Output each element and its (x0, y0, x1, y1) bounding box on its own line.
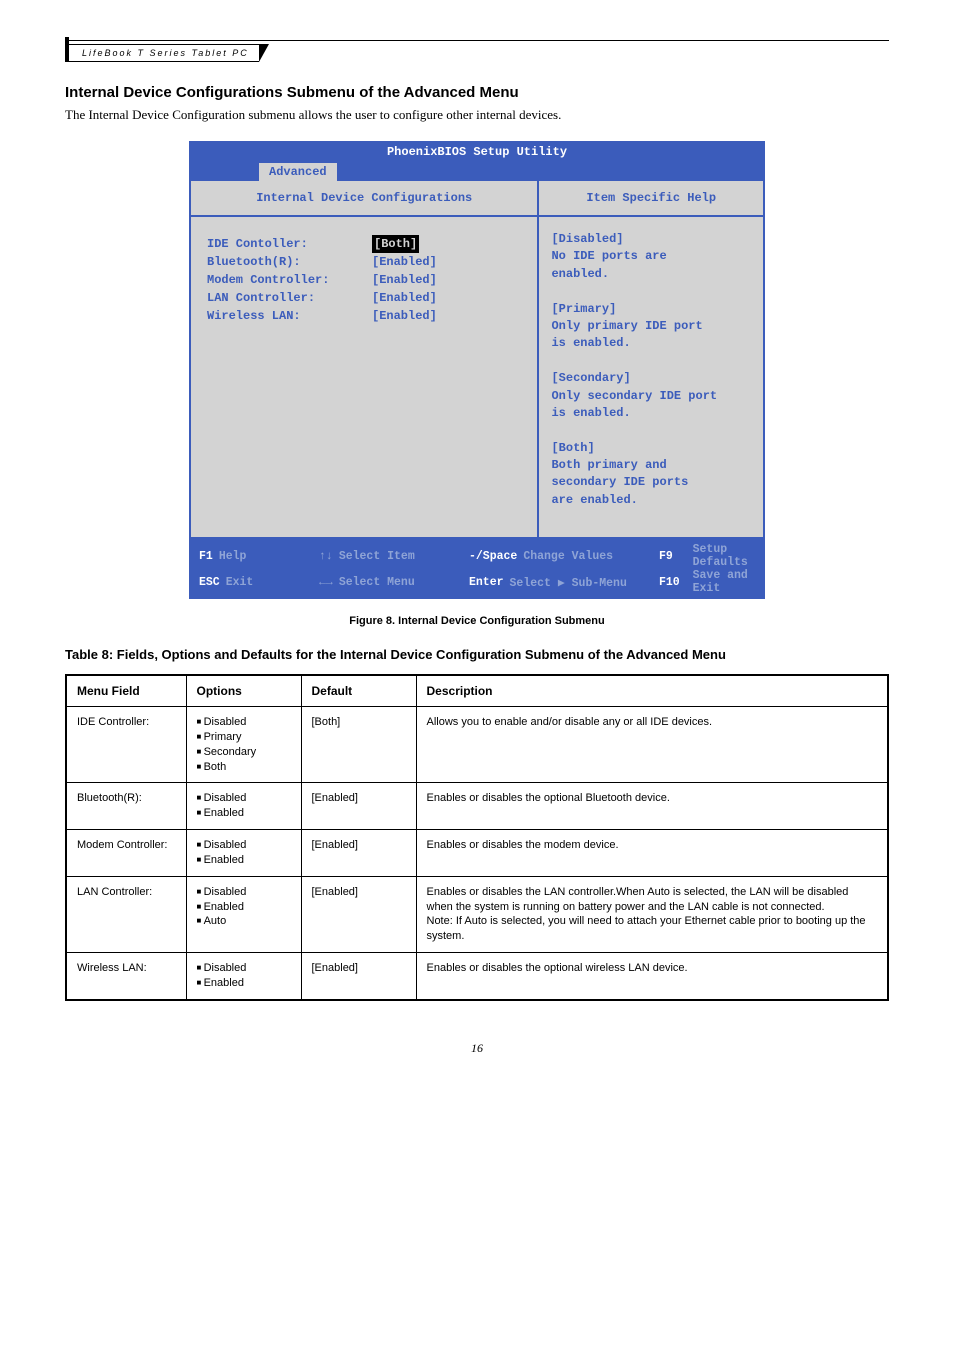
page-number: 16 (65, 1041, 889, 1056)
fields-table: Menu Field Options Default Description I… (65, 674, 889, 1001)
table-row: Wireless LAN:DisabledEnabled[Enabled]Ena… (66, 953, 888, 1000)
cell-description: Allows you to enable and/or disable any … (416, 707, 888, 783)
bios-config-label: LAN Controller: (207, 289, 372, 307)
th-default: Default (301, 675, 416, 707)
figure-caption: Figure 8. Internal Device Configuration … (65, 615, 889, 627)
bios-config-value[interactable]: [Enabled] (372, 307, 437, 325)
cell-default: [Enabled] (301, 876, 416, 952)
foot-text: Help (219, 550, 247, 563)
bios-help-text: [Disabled] No IDE ports are enabled. [Pr… (539, 217, 763, 537)
bios-title: PhoenixBIOS Setup Utility (189, 141, 765, 163)
bios-left-head: Internal Device Configurations (191, 181, 537, 217)
foot-key: Enter (469, 576, 504, 589)
table-row: IDE Controller:DisabledPrimarySecondaryB… (66, 707, 888, 783)
table-row: Bluetooth(R):DisabledEnabled[Enabled]Ena… (66, 783, 888, 830)
bios-right-head: Item Specific Help (539, 181, 763, 217)
bios-config-row[interactable]: Bluetooth(R):[Enabled] (207, 253, 521, 271)
cell-options: DisabledEnabled (186, 830, 301, 877)
bios-config-label: Wireless LAN: (207, 307, 372, 325)
foot-key: F10 (659, 576, 680, 589)
cell-options: DisabledEnabled (186, 783, 301, 830)
section-intro: The Internal Device Configuration submen… (65, 107, 889, 123)
foot-text: Select Item (339, 550, 415, 563)
cell-options: DisabledEnabled (186, 953, 301, 1000)
table-row: Modem Controller:DisabledEnabled[Enabled… (66, 830, 888, 877)
section-title: Internal Device Configurations Submenu o… (65, 84, 889, 101)
foot-text: Save and Exit (693, 569, 755, 595)
bios-config-row[interactable]: IDE Contoller:[Both] (207, 235, 521, 253)
bios-window: PhoenixBIOS Setup Utility Advanced Inter… (189, 141, 765, 599)
th-menu-field: Menu Field (66, 675, 186, 707)
cell-options: DisabledPrimarySecondaryBoth (186, 707, 301, 783)
th-description: Description (416, 675, 888, 707)
foot-text: Setup Defaults (693, 543, 755, 569)
cell-description: Enables or disables the optional Bluetoo… (416, 783, 888, 830)
bios-config-value[interactable]: [Enabled] (372, 253, 437, 271)
bios-config-value[interactable]: [Enabled] (372, 289, 437, 307)
cell-options: DisabledEnabledAuto (186, 876, 301, 952)
cell-description: Enables or disables the optional wireles… (416, 953, 888, 1000)
product-header: LifeBook T Series Tablet PC (65, 44, 259, 62)
cell-description: Enables or disables the LAN controller.W… (416, 876, 888, 952)
bios-left-panel: Internal Device Configurations IDE Conto… (191, 181, 539, 537)
cell-description: Enables or disables the modem device. (416, 830, 888, 877)
cell-default: [Enabled] (301, 953, 416, 1000)
bios-config-label: Bluetooth(R): (207, 253, 372, 271)
foot-key: ↑↓ (319, 550, 333, 563)
table-row: LAN Controller:DisabledEnabledAuto[Enabl… (66, 876, 888, 952)
cell-default: [Enabled] (301, 830, 416, 877)
foot-key: ←→ (319, 576, 333, 589)
bios-config-row[interactable]: Modem Controller:[Enabled] (207, 271, 521, 289)
table-caption: Table 8: Fields, Options and Defaults fo… (65, 647, 889, 662)
foot-text: Exit (226, 576, 254, 589)
bios-config-label: Modem Controller: (207, 271, 372, 289)
bios-config-label: IDE Contoller: (207, 235, 372, 253)
foot-key: F9 (659, 550, 673, 563)
foot-text: Select Menu (339, 576, 415, 589)
foot-key: F1 (199, 550, 213, 563)
bios-help-panel: Item Specific Help [Disabled] No IDE por… (539, 181, 763, 537)
cell-default: [Both] (301, 707, 416, 783)
cell-default: [Enabled] (301, 783, 416, 830)
bios-rows: IDE Contoller:[Both]Bluetooth(R):[Enable… (191, 217, 537, 537)
foot-key: ESC (199, 576, 220, 589)
bios-tabs: Advanced (189, 163, 765, 181)
foot-key: -/Space (469, 550, 517, 563)
bios-config-row[interactable]: LAN Controller:[Enabled] (207, 289, 521, 307)
cell-menu-field: Wireless LAN: (66, 953, 186, 1000)
foot-text: Change Values (523, 550, 613, 563)
cell-menu-field: Modem Controller: (66, 830, 186, 877)
bios-footer: F1 Help ↑↓ Select Item -/Space Change Value… (189, 539, 765, 599)
bios-config-value[interactable]: [Enabled] (372, 271, 437, 289)
foot-text: Select ▶ Sub-Menu (510, 575, 627, 590)
top-rule (65, 40, 889, 41)
bios-config-value[interactable]: [Both] (372, 235, 419, 253)
th-options: Options (186, 675, 301, 707)
bios-config-row[interactable]: Wireless LAN:[Enabled] (207, 307, 521, 325)
bios-tab-advanced[interactable]: Advanced (259, 163, 337, 181)
cell-menu-field: IDE Controller: (66, 707, 186, 783)
cell-menu-field: LAN Controller: (66, 876, 186, 952)
cell-menu-field: Bluetooth(R): (66, 783, 186, 830)
